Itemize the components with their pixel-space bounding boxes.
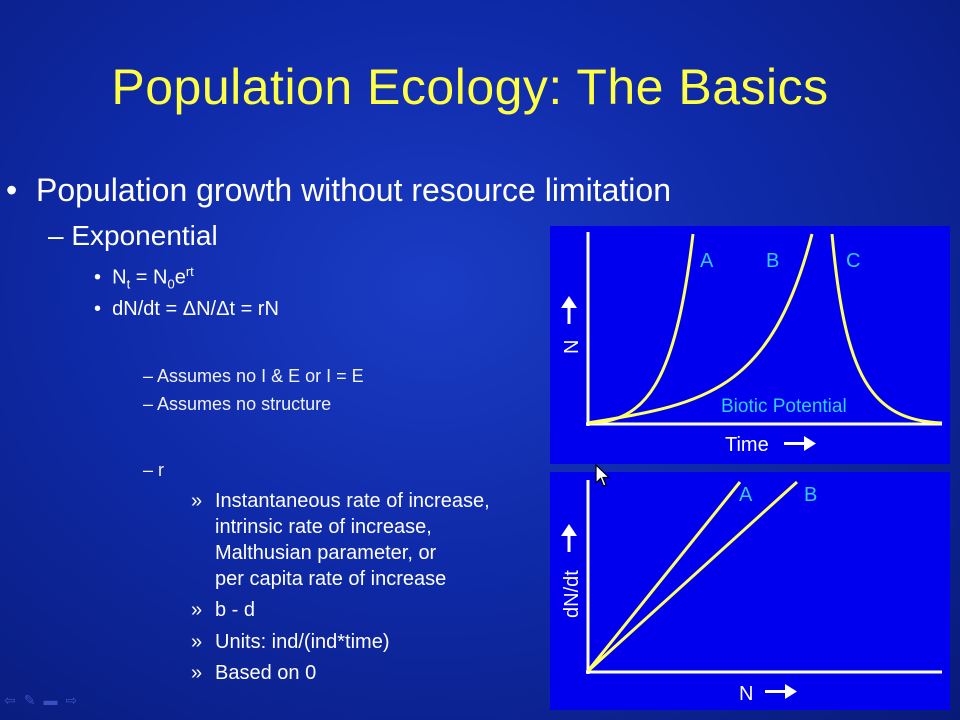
guillemet-marker: » bbox=[191, 490, 203, 512]
eq1-n: N bbox=[112, 266, 127, 289]
growth-rate-graph: A B dN/dt N bbox=[550, 472, 950, 710]
sub-bullet-text: Exponential bbox=[71, 220, 218, 251]
growth-rate-svg: A B dN/dt N bbox=[561, 480, 942, 705]
x-arrow-icon bbox=[804, 436, 816, 451]
line-b bbox=[586, 480, 799, 673]
menu-icon[interactable]: ▬ bbox=[43, 692, 66, 708]
slide-title: Population Ecology: The Basics bbox=[111, 59, 829, 115]
r-detail-line: intrinsic rate of increase, bbox=[215, 516, 432, 538]
assumption-text: Assumes no structure bbox=[157, 394, 332, 414]
curve-label-b: B bbox=[766, 250, 779, 272]
assumption-1: – Assumes no I & E or I = E bbox=[143, 366, 364, 387]
eq1-sub-0: 0 bbox=[167, 276, 175, 292]
x-arrow-shaft bbox=[765, 690, 785, 693]
biotic-potential-label: Biotic Potential bbox=[721, 396, 847, 417]
dash-marker: – bbox=[48, 220, 64, 251]
eq1-sup-rt: rt bbox=[185, 264, 194, 279]
r-bd-text: b - d bbox=[215, 599, 256, 621]
main-bullet-text: Population growth without resource limit… bbox=[36, 172, 671, 208]
exponential-growth-graph: A B C Biotic Potential N Time bbox=[550, 226, 950, 464]
r-detail-line: Malthusian parameter, or bbox=[215, 542, 437, 564]
mouse-cursor-icon bbox=[595, 464, 611, 487]
y-arrow-icon bbox=[561, 524, 577, 536]
bullet-marker: • bbox=[94, 298, 102, 320]
x-arrow-shaft bbox=[784, 442, 804, 445]
line-label-b: B bbox=[804, 484, 817, 506]
dash-marker: – bbox=[143, 394, 154, 414]
equation-2: • dN/dt = ΔN/Δt = rN bbox=[94, 298, 279, 321]
assumption-text: Assumes no I & E or I = E bbox=[157, 366, 364, 386]
slideshow-controls: ⇦✎▬⇨ bbox=[4, 692, 85, 709]
r-detail-line: Instantaneous rate of increase, bbox=[215, 490, 490, 512]
guillemet-marker: » bbox=[191, 662, 203, 684]
r-based-text: Based on 0 bbox=[215, 662, 317, 684]
eq2-text: dN/dt = ΔN/Δt = rN bbox=[112, 298, 279, 320]
y-arrow-icon bbox=[561, 296, 577, 308]
r-detail-line: per capita rate of increase bbox=[215, 568, 447, 590]
y-arrow-shaft bbox=[567, 534, 571, 552]
exponential-growth-svg: A B C Biotic Potential N Time bbox=[561, 232, 943, 456]
curve-b bbox=[587, 233, 814, 425]
x-axis-label: Time bbox=[725, 434, 769, 456]
guillemet-marker: » bbox=[191, 599, 203, 621]
x-arrow-icon bbox=[785, 684, 797, 699]
r-label: r bbox=[158, 460, 165, 480]
dash-marker: – bbox=[143, 366, 154, 386]
curve-a bbox=[587, 233, 695, 425]
y-axis-label: N bbox=[561, 340, 583, 354]
r-bullet: – r bbox=[143, 460, 164, 481]
curve-label-a: A bbox=[700, 250, 714, 272]
assumption-2: – Assumes no structure bbox=[143, 394, 331, 415]
line-label-a: A bbox=[739, 484, 753, 506]
dash-marker: – bbox=[143, 460, 154, 480]
line-a bbox=[586, 481, 742, 672]
bullet-marker: • bbox=[94, 266, 102, 289]
curve-c bbox=[830, 233, 943, 425]
next-arrow-icon[interactable]: ⇨ bbox=[65, 692, 86, 708]
r-units-text: Units: ind/(ind*time) bbox=[215, 631, 390, 653]
eq1-sub-t: t bbox=[126, 276, 131, 292]
pen-icon[interactable]: ✎ bbox=[23, 692, 44, 708]
r-detail-text: Instantaneous rate of increase, intrinsi… bbox=[215, 488, 490, 592]
guillemet-marker: » bbox=[191, 631, 203, 653]
sub-bullet-exponential: – Exponential bbox=[48, 220, 218, 252]
bullet-marker: • bbox=[6, 172, 18, 208]
curve-label-c: C bbox=[846, 250, 860, 272]
x-axis-label: N bbox=[739, 683, 753, 705]
eq1-e: e bbox=[174, 266, 186, 289]
eq1-eq: = N bbox=[130, 266, 168, 289]
y-arrow-shaft bbox=[567, 306, 571, 324]
previous-arrow-icon[interactable]: ⇦ bbox=[4, 692, 24, 708]
y-axis-label: dN/dt bbox=[561, 570, 583, 618]
equation-1: • Nt = N0ert bbox=[94, 264, 194, 292]
